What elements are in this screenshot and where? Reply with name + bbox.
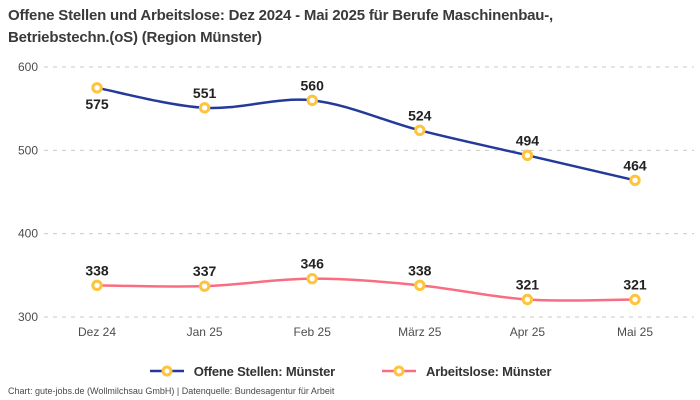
chart-title: Offene Stellen und Arbeitslose: Dez 2024…: [8, 5, 694, 49]
data-point-marker-arbeitslose[interactable]: [91, 279, 103, 292]
series-line-arbeitslose: [95, 277, 637, 302]
data-point-marker-arbeitslose[interactable]: [414, 279, 426, 292]
data-point-label-offene-stellen: 575: [85, 96, 109, 112]
data-point-marker-arbeitslose[interactable]: [521, 293, 534, 306]
data-point-marker-offene-stellen[interactable]: [521, 149, 534, 162]
data-point-label-offene-stellen: 464: [623, 157, 647, 173]
data-point-label-arbeitslose: 338: [408, 262, 432, 278]
x-tick-label: Apr 25: [510, 325, 546, 339]
data-point-label-offene-stellen: 524: [408, 107, 432, 123]
data-point-marker-arbeitslose[interactable]: [306, 272, 318, 285]
chart-title-line2: Betriebstechn.(oS) (Region Münster): [8, 28, 262, 46]
data-point-marker-arbeitslose[interactable]: [629, 293, 641, 306]
chart-legend: Offene Stellen: Münster Arbeitslose: Mün…: [0, 361, 700, 381]
data-point-label-offene-stellen: 494: [516, 132, 540, 148]
y-tick-label: 400: [18, 227, 38, 241]
x-tick-label: März 25: [398, 325, 442, 339]
chart-title-line1: Offene Stellen und Arbeitslose: Dez 2024…: [8, 7, 554, 24]
source-attribution: Chart: gute-jobs.de (Wollmilchsau GmbH) …: [8, 386, 335, 396]
data-point-marker-arbeitslose[interactable]: [198, 280, 211, 292]
legend-item-arbeitslose: Arbeitslose: Münster: [381, 363, 552, 379]
legend-item-offene-stellen: Offene Stellen: Münster: [149, 364, 335, 379]
legend-ring-marker-icon: [161, 365, 173, 377]
legend-ring-marker-icon: [393, 365, 405, 377]
data-point-label-offene-stellen: 560: [301, 77, 325, 93]
legend-swatch-arbeitslose: [382, 365, 416, 377]
data-point-marker-offene-stellen[interactable]: [198, 102, 211, 114]
legend-label-arbeitslose: Arbeitslose: Münster: [426, 363, 552, 379]
x-tick-label: Dez 24: [78, 325, 116, 339]
series-line-offene-stellen: [95, 86, 637, 182]
data-point-marker-offene-stellen[interactable]: [629, 174, 641, 187]
data-point-label-arbeitslose: 321: [516, 277, 540, 293]
data-point-marker-offene-stellen[interactable]: [414, 124, 426, 137]
y-tick-label: 500: [18, 143, 38, 157]
data-point-label-arbeitslose: 321: [623, 277, 647, 293]
data-point-label-arbeitslose: 338: [85, 262, 109, 278]
data-point-marker-offene-stellen[interactable]: [91, 82, 103, 94]
data-point-label-offene-stellen: 551: [193, 85, 217, 101]
legend-swatch-offene-stellen: [149, 365, 184, 377]
data-point-label-arbeitslose: 346: [301, 256, 325, 272]
x-tick-label: Feb 25: [294, 325, 332, 339]
x-tick-label: Jan 25: [187, 325, 223, 339]
data-point-label-arbeitslose: 337: [193, 263, 217, 279]
y-tick-label: 600: [18, 60, 38, 74]
y-tick-label: 300: [18, 310, 38, 324]
legend-label-offene-stellen: Offene Stellen: Münster: [193, 363, 336, 379]
data-point-marker-offene-stellen[interactable]: [306, 94, 318, 107]
x-tick-label: Mai 25: [617, 325, 653, 339]
